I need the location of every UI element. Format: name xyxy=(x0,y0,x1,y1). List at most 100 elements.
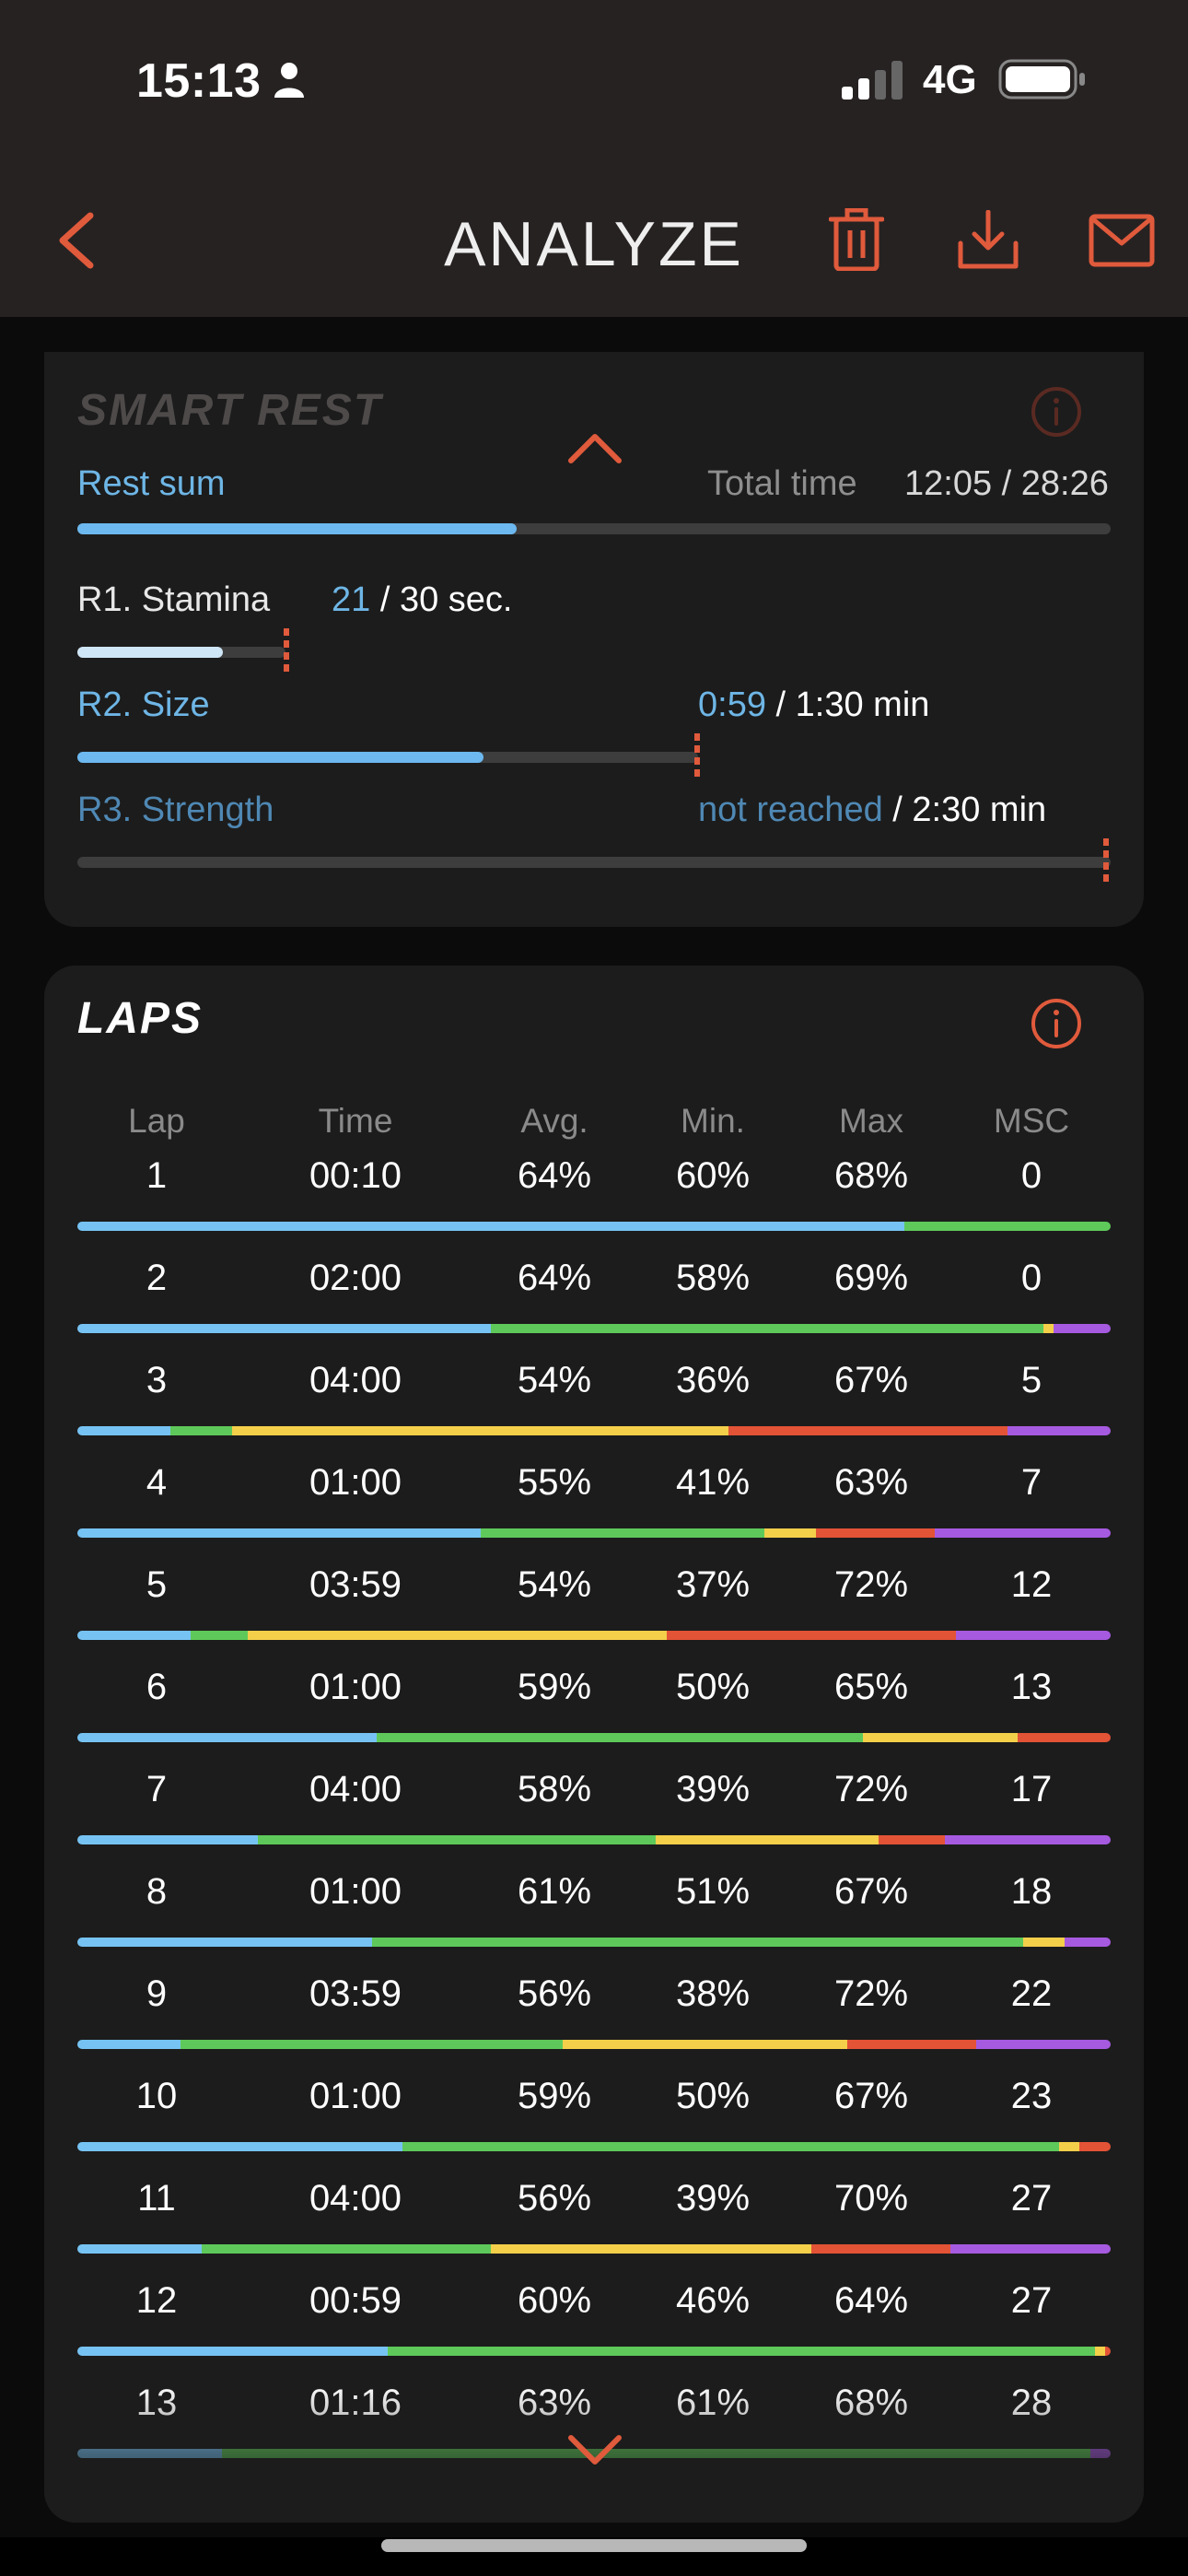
battery-icon xyxy=(998,59,1085,100)
table-row[interactable]: 5 03:59 54% 37% 72% 12 xyxy=(44,1564,1144,1610)
lap-time: 04:00 xyxy=(309,1769,402,1809)
col-min: Min. xyxy=(681,1102,745,1140)
zone-purple-segment xyxy=(1054,1324,1111,1333)
table-row[interactable]: 10 01:00 59% 50% 67% 23 xyxy=(44,2076,1144,2122)
lap-time: 03:59 xyxy=(309,1564,402,1605)
zone-blue-segment xyxy=(77,1835,259,1844)
smart-rest-card: SMART REST Rest sum Total time 12:05 / 2… xyxy=(44,352,1144,927)
lap-min: 39% xyxy=(675,1769,751,1809)
total-time-value: 12:05 / 28:26 xyxy=(904,464,1109,503)
r1-limit-marker xyxy=(284,628,289,676)
zone-bar xyxy=(77,1938,1111,1947)
lap-number: 5 xyxy=(146,1564,168,1605)
info-icon[interactable] xyxy=(1030,997,1083,1050)
lap-msc: 23 xyxy=(1010,2076,1053,2116)
lap-msc: 7 xyxy=(1020,1462,1042,1503)
lap-max: 72% xyxy=(833,1769,909,1809)
zone-blue-segment xyxy=(77,2347,388,2356)
zone-purple-segment xyxy=(1064,1938,1111,1947)
trash-icon[interactable] xyxy=(829,208,884,271)
zone-green-segment xyxy=(402,2142,1059,2151)
status-time: 15:13 xyxy=(136,54,262,108)
lap-number: 3 xyxy=(146,1360,168,1400)
lap-number: 6 xyxy=(146,1667,168,1707)
zone-yellow-segment xyxy=(1022,1938,1065,1947)
lap-msc: 18 xyxy=(1010,1871,1053,1912)
zone-bar xyxy=(77,2244,1111,2254)
r2-track xyxy=(77,752,698,763)
table-row[interactable]: 7 04:00 58% 39% 72% 17 xyxy=(44,1769,1144,1815)
lap-msc: 17 xyxy=(1010,1769,1053,1809)
lap-min: 46% xyxy=(675,2280,751,2321)
lap-avg: 61% xyxy=(517,1871,592,1912)
chevron-down-icon[interactable] xyxy=(565,2432,624,2469)
table-row[interactable]: 8 01:00 61% 51% 67% 18 xyxy=(44,1871,1144,1917)
zone-purple-segment xyxy=(955,1631,1111,1640)
lap-number: 2 xyxy=(146,1258,168,1298)
zone-yellow-segment xyxy=(490,2244,811,2254)
zone-yellow-segment xyxy=(248,1631,667,1640)
lap-msc: 12 xyxy=(1010,1564,1053,1605)
zone-blue-segment xyxy=(77,1324,491,1333)
back-icon[interactable] xyxy=(55,210,98,271)
zone-yellow-segment xyxy=(656,1835,879,1844)
lap-min: 58% xyxy=(675,1258,751,1298)
signal-icon xyxy=(842,61,903,100)
col-lap: Lap xyxy=(128,1102,185,1140)
lap-time: 01:00 xyxy=(309,1462,402,1503)
zone-yellow-segment xyxy=(764,1528,817,1538)
zone-green-segment xyxy=(903,1222,1111,1231)
zone-red-segment xyxy=(1105,2347,1111,2356)
zone-bar xyxy=(77,2347,1111,2356)
zone-green-segment xyxy=(387,2347,1096,2356)
zone-purple-segment xyxy=(945,1835,1111,1844)
lap-max: 65% xyxy=(833,1667,909,1707)
lap-msc: 0 xyxy=(1020,1155,1042,1196)
table-row[interactable]: 12 00:59 60% 46% 64% 27 xyxy=(44,2280,1144,2326)
lap-max: 72% xyxy=(833,1564,909,1605)
zone-red-segment xyxy=(666,1631,956,1640)
lap-max: 72% xyxy=(833,1973,909,2014)
table-row[interactable]: 1 00:10 64% 60% 68% 0 xyxy=(44,1155,1144,1201)
network-type: 4G xyxy=(923,57,977,102)
table-row[interactable]: 11 04:00 56% 39% 70% 27 xyxy=(44,2178,1144,2224)
lap-time: 03:59 xyxy=(309,1973,402,2014)
zone-blue-segment xyxy=(77,1528,481,1538)
zone-blue-segment xyxy=(77,1426,170,1435)
lap-max: 70% xyxy=(833,2178,909,2219)
zone-green-segment xyxy=(201,2244,491,2254)
info-icon[interactable] xyxy=(1030,385,1083,439)
zone-bar xyxy=(77,1733,1111,1742)
zone-blue-segment xyxy=(77,1733,378,1742)
download-icon[interactable] xyxy=(958,210,1019,269)
zone-bar xyxy=(77,1222,1111,1231)
r2-suffix: / 1:30 min xyxy=(775,685,930,724)
r2-fill xyxy=(77,752,484,763)
table-row[interactable]: 2 02:00 64% 58% 69% 0 xyxy=(44,1258,1144,1304)
zone-yellow-segment xyxy=(232,1426,728,1435)
zone-blue-segment xyxy=(77,1938,372,1947)
table-row[interactable]: 3 04:00 54% 36% 67% 5 xyxy=(44,1360,1144,1406)
mail-icon[interactable] xyxy=(1089,214,1155,267)
table-row[interactable]: 6 01:00 59% 50% 65% 13 xyxy=(44,1667,1144,1713)
lap-time: 02:00 xyxy=(309,1258,402,1298)
lap-min: 39% xyxy=(675,2178,751,2219)
zone-purple-segment xyxy=(950,2244,1111,2254)
table-row[interactable]: 4 01:00 55% 41% 63% 7 xyxy=(44,1462,1144,1508)
table-row[interactable]: 9 03:59 56% 38% 72% 22 xyxy=(44,1973,1144,2020)
lap-min: 51% xyxy=(675,1871,751,1912)
home-indicator[interactable] xyxy=(381,2539,807,2552)
r1-suffix: / 30 sec. xyxy=(379,580,513,619)
lap-number: 10 xyxy=(135,2076,178,2116)
scroll-fade xyxy=(44,2384,1144,2523)
lap-number: 4 xyxy=(146,1462,168,1503)
zone-bar xyxy=(77,1324,1111,1333)
lap-avg: 64% xyxy=(517,1155,592,1196)
zone-green-segment xyxy=(181,2040,564,2049)
r1-value: 21 xyxy=(332,580,371,619)
lap-avg: 59% xyxy=(517,2076,592,2116)
chevron-up-icon[interactable] xyxy=(565,429,624,466)
zone-yellow-segment xyxy=(1043,1324,1054,1333)
lap-time: 00:59 xyxy=(309,2280,402,2321)
lap-max: 68% xyxy=(833,1155,909,1196)
